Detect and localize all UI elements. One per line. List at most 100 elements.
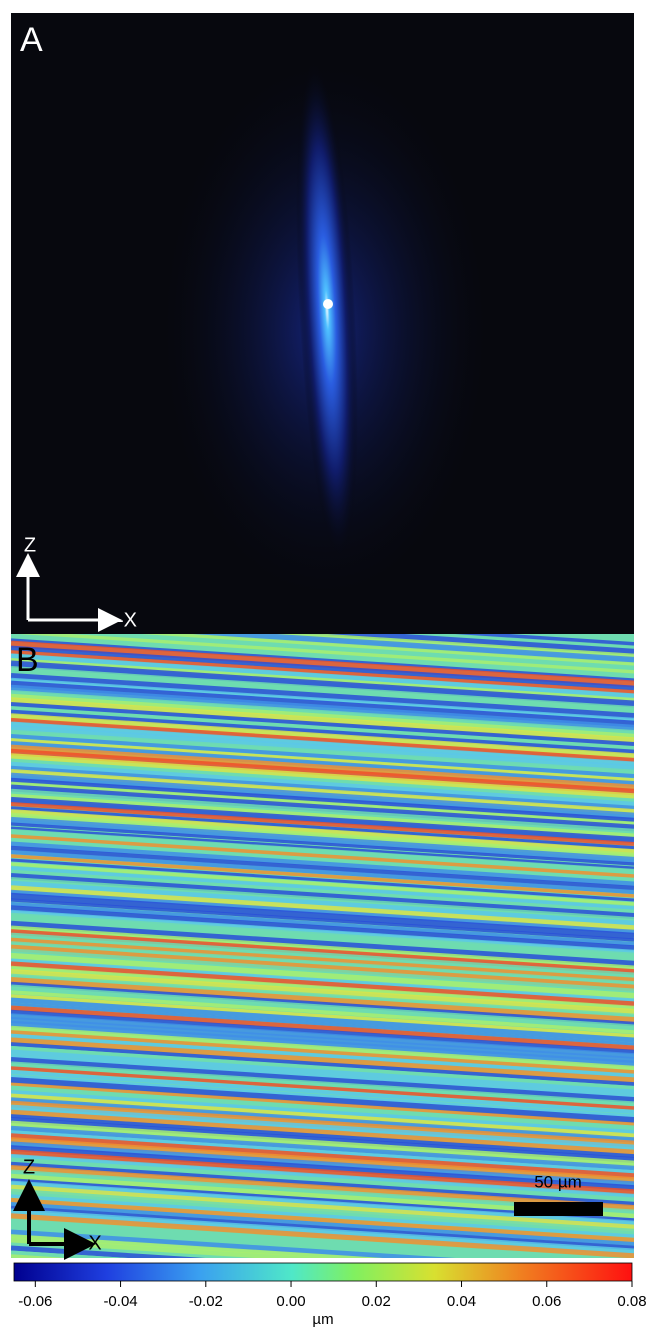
- stripe: [11, 640, 634, 688]
- stripe: [11, 838, 634, 882]
- stripe: [11, 858, 634, 902]
- stripe: [11, 758, 634, 802]
- stripe: [11, 734, 634, 778]
- stripe: [11, 677, 634, 723]
- stripe: [11, 697, 634, 743]
- stripe: [11, 812, 634, 860]
- stripe: [11, 948, 634, 996]
- stripe: [11, 690, 634, 734]
- stripe: [11, 1120, 634, 1168]
- stripe: [11, 937, 634, 983]
- stripe: [11, 880, 634, 928]
- axis-label: -X: [117, 609, 137, 631]
- stripe: [11, 1037, 634, 1083]
- stripe: [11, 898, 634, 942]
- stripe: [11, 1161, 634, 1207]
- stripe: [11, 1137, 634, 1183]
- stripe: [11, 932, 634, 980]
- height-map: [11, 634, 634, 1258]
- stripe: [11, 1104, 634, 1152]
- colorbar-tick-label: 0.08: [617, 1293, 646, 1310]
- stripe: [11, 653, 634, 699]
- stripe: [181, 634, 634, 664]
- stripe: [11, 854, 634, 898]
- stripe: [11, 816, 634, 864]
- stripe: [11, 1197, 634, 1243]
- stripe: [11, 1077, 634, 1123]
- stripe: [11, 1234, 384, 1258]
- colorbar-tick-label: 0.02: [362, 1293, 391, 1310]
- stripe: [11, 845, 634, 891]
- stripe: [11, 1042, 634, 1086]
- colorbar-tick-label: -0.06: [18, 1293, 52, 1310]
- stripe: [11, 1109, 634, 1155]
- stripe: [11, 1184, 634, 1232]
- stripe: [11, 1049, 634, 1095]
- stripe: [11, 869, 634, 915]
- stripe: [11, 744, 634, 792]
- stripe: [11, 1005, 634, 1051]
- stripe: [11, 1145, 634, 1191]
- stripe: [11, 1114, 634, 1158]
- stripe: [11, 872, 634, 920]
- stripe: [11, 952, 634, 1000]
- stripe: [11, 958, 634, 1002]
- stripe: [11, 1141, 634, 1187]
- stripe: [11, 702, 634, 746]
- stripe: [11, 1133, 634, 1179]
- stripe: [11, 1090, 634, 1134]
- stripe: [11, 753, 634, 799]
- stripe: [11, 706, 634, 750]
- stripe: [11, 657, 634, 703]
- stripe: [11, 1194, 634, 1238]
- stripe: [11, 1061, 634, 1107]
- stripe: [11, 1070, 634, 1114]
- stripe: [11, 1085, 634, 1131]
- stripe: [11, 941, 634, 987]
- stripe: [11, 693, 634, 739]
- stripe: [447, 634, 634, 646]
- axis-label: X: [88, 1232, 101, 1254]
- stripe: [11, 717, 634, 763]
- stripe: [11, 841, 634, 887]
- stripe: [11, 666, 634, 710]
- stripe: [11, 724, 634, 772]
- stripe: [11, 866, 634, 910]
- stripe: [11, 862, 634, 906]
- beam: [296, 60, 358, 560]
- stripe: [11, 1229, 456, 1258]
- stripe: [11, 1245, 206, 1258]
- stripe: [11, 1130, 634, 1174]
- stripe: [13, 634, 634, 674]
- stripe: [11, 1057, 634, 1103]
- stripe: [11, 772, 634, 820]
- colorbar-tick-label: -0.04: [103, 1293, 137, 1310]
- stripe: [140, 634, 634, 666]
- stripe: [11, 968, 634, 1016]
- stripe: [11, 1180, 634, 1228]
- stripe: [11, 1009, 634, 1055]
- stripe: [11, 1017, 634, 1063]
- stripe: [11, 1165, 634, 1211]
- stripe: [11, 781, 634, 827]
- stripe: [11, 680, 634, 728]
- stripe: [11, 634, 634, 679]
- stripe: [11, 1054, 634, 1098]
- stripe: [11, 877, 634, 923]
- stripe: [11, 1002, 634, 1046]
- stripe: [11, 645, 634, 691]
- stripe: [11, 738, 634, 782]
- stripe: [11, 1242, 256, 1258]
- stripe: [11, 638, 634, 682]
- stripe: [11, 672, 634, 720]
- stripe: [11, 885, 634, 931]
- stripe: [11, 1020, 634, 1068]
- stripe: [11, 761, 634, 807]
- stripe: [11, 1225, 512, 1258]
- stripe: [11, 765, 634, 811]
- stripe: [11, 929, 634, 975]
- stripe: [11, 1213, 634, 1258]
- stripe: [11, 793, 634, 839]
- stripe: [11, 944, 634, 992]
